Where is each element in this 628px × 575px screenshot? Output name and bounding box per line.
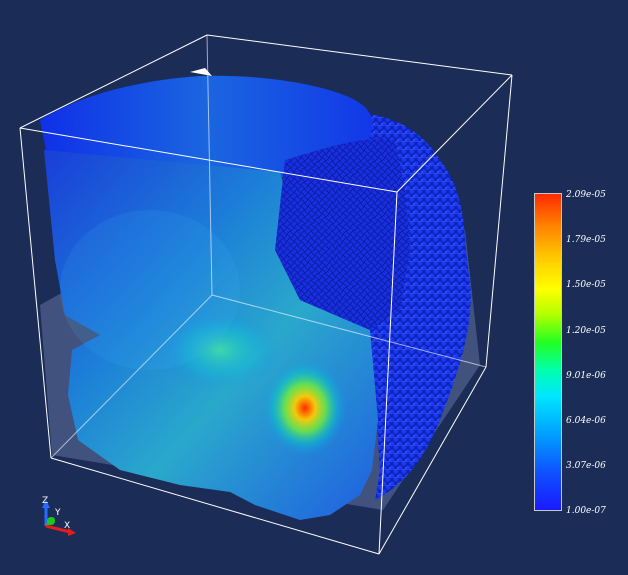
volume-rough-patch — [275, 139, 410, 330]
z-axis-arrowhead — [42, 500, 50, 508]
orientation-axes-triad[interactable]: Z Y X — [28, 494, 88, 546]
secondary-glow — [160, 310, 280, 390]
colorbar-tick-0: 2.09e-05 — [566, 190, 606, 200]
y-axis-label: Y — [54, 508, 61, 518]
bounding-box-back — [19, 34, 513, 129]
x-axis-arrowhead — [68, 528, 76, 536]
x-axis-label: X — [64, 521, 70, 531]
bounding-box-front — [19, 34, 513, 555]
colorbar-tick-3: 1.20e-05 — [566, 326, 606, 336]
x-axis-arrow — [45, 524, 71, 534]
colorbar-tick-1: 1.79e-05 — [566, 235, 606, 245]
colorbar-tick-5: 6.04e-06 — [566, 416, 606, 426]
mesh-artifact — [190, 68, 212, 76]
y-axis-arrowhead — [47, 517, 55, 525]
color-legend-bar — [534, 193, 562, 511]
colorbar-tick-4: 9.01e-06 — [566, 371, 606, 381]
left-glow — [60, 210, 240, 370]
colorbar-tick-6: 3.07e-06 — [566, 461, 606, 471]
stress-hotspot — [263, 360, 347, 456]
colorbar-tick-2: 1.50e-05 — [566, 280, 606, 290]
colorbar-tick-7: 1.00e-07 — [566, 506, 606, 516]
z-axis-label: Z — [42, 496, 48, 506]
